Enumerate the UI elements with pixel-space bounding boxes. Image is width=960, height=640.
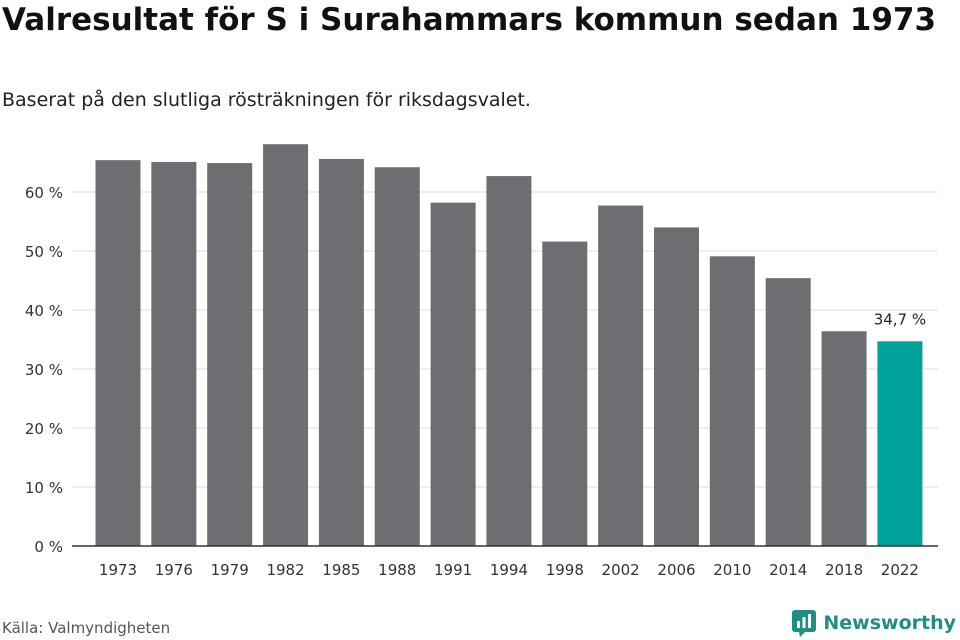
x-tick-label: 2006 <box>657 561 695 579</box>
bar-2022 <box>877 341 923 546</box>
bar-2002 <box>598 205 644 546</box>
bar-1998 <box>542 241 588 546</box>
bar-1994 <box>486 176 532 546</box>
x-tick-label: 1973 <box>99 561 137 579</box>
x-tick-label: 2018 <box>825 561 863 579</box>
y-tick-label: 50 % <box>25 243 63 261</box>
bar-1985 <box>318 158 364 546</box>
x-tick-label: 1985 <box>322 561 360 579</box>
y-tick-label: 0 % <box>34 538 63 556</box>
x-tick-label: 2002 <box>602 561 640 579</box>
x-tick-label: 2010 <box>713 561 751 579</box>
bar-1988 <box>374 167 420 546</box>
y-tick-label: 20 % <box>25 420 63 438</box>
brand-logo: Newsworthy <box>791 608 956 638</box>
bars <box>95 144 923 546</box>
bar-2014 <box>765 278 811 546</box>
bar-1973 <box>95 160 141 546</box>
bar-2018 <box>821 331 867 546</box>
x-tick-label: 1982 <box>266 561 304 579</box>
bar-1976 <box>151 161 197 546</box>
y-tick-label: 30 % <box>25 361 63 379</box>
bar-2006 <box>654 227 699 546</box>
x-tick-label: 2014 <box>769 561 807 579</box>
x-tick-label: 1994 <box>490 561 528 579</box>
y-tick-label: 10 % <box>25 479 63 497</box>
x-tick-label: 2022 <box>881 561 919 579</box>
chart-subtitle: Baserat på den slutliga rösträkningen fö… <box>2 89 531 111</box>
brand-name: Newsworthy <box>823 612 956 634</box>
x-tick-label: 1998 <box>546 561 584 579</box>
bar-1982 <box>263 144 309 546</box>
newsworthy-logo-icon <box>792 610 817 637</box>
chart-title: Valresultat för S i Surahammars kommun s… <box>2 2 937 38</box>
bar-1991 <box>430 202 476 546</box>
bar-2010 <box>709 256 755 546</box>
data-labels: 34,7 % <box>874 310 926 328</box>
bar-chart: 0 % 10 % 20 % 30 % 40 % 50 % 60 % 1973 1976 1979… <box>25 144 938 579</box>
data-label: 34,7 % <box>874 310 926 328</box>
x-axis-ticks: 1973 1976 1979 1982 1985 1988 1991 1994 1998 2002… <box>99 561 919 579</box>
y-tick-label: 60 % <box>25 184 63 202</box>
x-tick-label: 1988 <box>378 561 416 579</box>
source-note: Källa: Valmyndigheten <box>2 619 171 637</box>
bar-1979 <box>207 163 253 546</box>
y-axis-ticks: 0 % 10 % 20 % 30 % 40 % 50 % 60 % <box>25 184 63 556</box>
y-tick-label: 40 % <box>25 302 63 320</box>
x-tick-label: 1991 <box>434 561 472 579</box>
x-tick-label: 1979 <box>211 561 249 579</box>
x-tick-label: 1976 <box>155 561 193 579</box>
